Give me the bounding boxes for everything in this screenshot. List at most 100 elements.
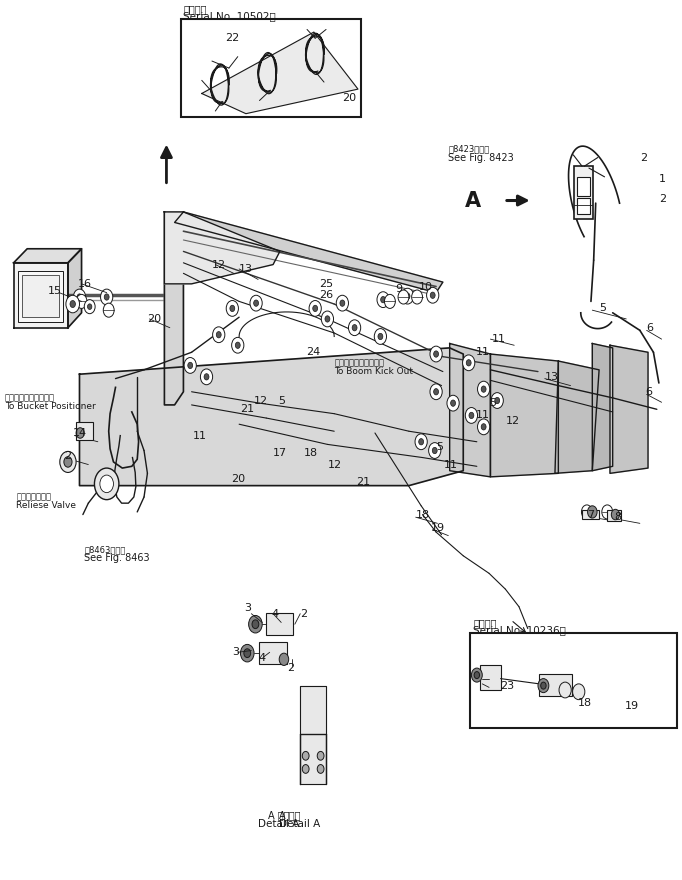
Text: 22: 22 xyxy=(226,33,240,43)
Circle shape xyxy=(184,357,196,373)
Text: レリーズバルブ: レリーズバルブ xyxy=(16,493,51,502)
Text: 12: 12 xyxy=(212,260,226,269)
Circle shape xyxy=(204,374,209,380)
Text: 3: 3 xyxy=(245,604,252,613)
Circle shape xyxy=(471,668,482,682)
Text: 20: 20 xyxy=(147,314,162,324)
Circle shape xyxy=(434,351,439,357)
Circle shape xyxy=(104,294,109,300)
Circle shape xyxy=(426,288,439,303)
Circle shape xyxy=(377,292,389,307)
Circle shape xyxy=(374,328,387,344)
Circle shape xyxy=(465,407,477,423)
Circle shape xyxy=(381,297,385,303)
Circle shape xyxy=(85,300,95,313)
Text: 15: 15 xyxy=(48,286,61,296)
Text: 14: 14 xyxy=(73,428,87,438)
Text: Reliese Valve: Reliese Valve xyxy=(16,502,76,510)
Polygon shape xyxy=(610,345,648,473)
Text: 11: 11 xyxy=(475,410,490,421)
Bar xyxy=(582,510,599,519)
Polygon shape xyxy=(202,32,358,114)
Text: 5: 5 xyxy=(489,398,496,408)
Circle shape xyxy=(60,451,76,473)
Text: Serial No. 10236～: Serial No. 10236～ xyxy=(473,626,566,635)
Text: Detail A: Detail A xyxy=(258,819,299,829)
Circle shape xyxy=(378,334,383,340)
Text: 11: 11 xyxy=(444,459,458,470)
Text: 2: 2 xyxy=(300,609,308,619)
Text: 17: 17 xyxy=(273,448,287,458)
Circle shape xyxy=(250,296,262,311)
Bar xyxy=(22,275,59,317)
Text: 19: 19 xyxy=(430,523,445,532)
Text: To Boom Kick Out: To Boom Kick Out xyxy=(334,367,413,376)
Text: 11: 11 xyxy=(193,430,207,441)
Text: 5: 5 xyxy=(278,395,286,406)
Circle shape xyxy=(336,296,349,311)
Circle shape xyxy=(402,289,414,304)
Text: 2: 2 xyxy=(640,152,647,163)
Text: 4: 4 xyxy=(258,653,265,663)
Text: 26: 26 xyxy=(319,290,333,300)
Circle shape xyxy=(325,316,330,322)
Text: 12: 12 xyxy=(254,395,268,406)
Circle shape xyxy=(64,457,72,467)
Text: 11: 11 xyxy=(492,334,506,344)
Circle shape xyxy=(430,346,442,362)
Bar xyxy=(539,674,572,696)
Text: 19: 19 xyxy=(625,700,639,711)
Circle shape xyxy=(103,303,114,317)
Text: 6: 6 xyxy=(647,323,653,333)
Circle shape xyxy=(276,623,281,629)
Circle shape xyxy=(481,423,486,430)
Bar xyxy=(76,422,93,440)
Circle shape xyxy=(469,412,474,419)
Circle shape xyxy=(70,301,76,307)
Circle shape xyxy=(430,292,435,298)
Bar xyxy=(181,19,361,117)
Circle shape xyxy=(76,428,85,438)
Circle shape xyxy=(279,653,288,665)
Text: 第8423図参照: 第8423図参照 xyxy=(448,144,490,153)
Polygon shape xyxy=(80,348,463,486)
Circle shape xyxy=(188,363,192,369)
Circle shape xyxy=(352,325,357,331)
Circle shape xyxy=(451,400,456,407)
Circle shape xyxy=(302,765,309,774)
Text: 適用号機: 適用号機 xyxy=(183,4,207,15)
Text: A: A xyxy=(465,190,481,210)
Circle shape xyxy=(477,381,490,397)
Bar xyxy=(607,510,621,521)
Text: 23: 23 xyxy=(501,680,515,691)
Circle shape xyxy=(538,678,549,693)
Bar xyxy=(480,665,501,690)
Circle shape xyxy=(405,293,410,299)
Circle shape xyxy=(477,419,490,435)
Polygon shape xyxy=(490,354,559,477)
Text: 12: 12 xyxy=(327,459,342,470)
Text: 第8463図参照: 第8463図参照 xyxy=(85,545,125,554)
Circle shape xyxy=(100,290,113,304)
Text: 4: 4 xyxy=(271,609,279,619)
Polygon shape xyxy=(14,263,68,327)
Text: 2: 2 xyxy=(64,451,71,461)
Text: 21: 21 xyxy=(356,477,370,488)
Circle shape xyxy=(66,296,80,312)
Text: 2: 2 xyxy=(286,663,294,673)
Circle shape xyxy=(494,398,500,404)
Circle shape xyxy=(213,326,225,342)
Circle shape xyxy=(76,295,87,308)
Text: See Fig. 8423: See Fig. 8423 xyxy=(448,152,514,163)
Circle shape xyxy=(412,290,423,304)
Text: 13: 13 xyxy=(545,372,559,382)
Circle shape xyxy=(349,319,361,335)
Circle shape xyxy=(602,505,612,519)
Text: A 詳細: A 詳細 xyxy=(268,810,289,820)
Polygon shape xyxy=(68,249,82,327)
Circle shape xyxy=(77,294,82,300)
Bar xyxy=(578,198,590,214)
Circle shape xyxy=(428,443,441,458)
Circle shape xyxy=(309,301,321,316)
Circle shape xyxy=(241,644,254,662)
